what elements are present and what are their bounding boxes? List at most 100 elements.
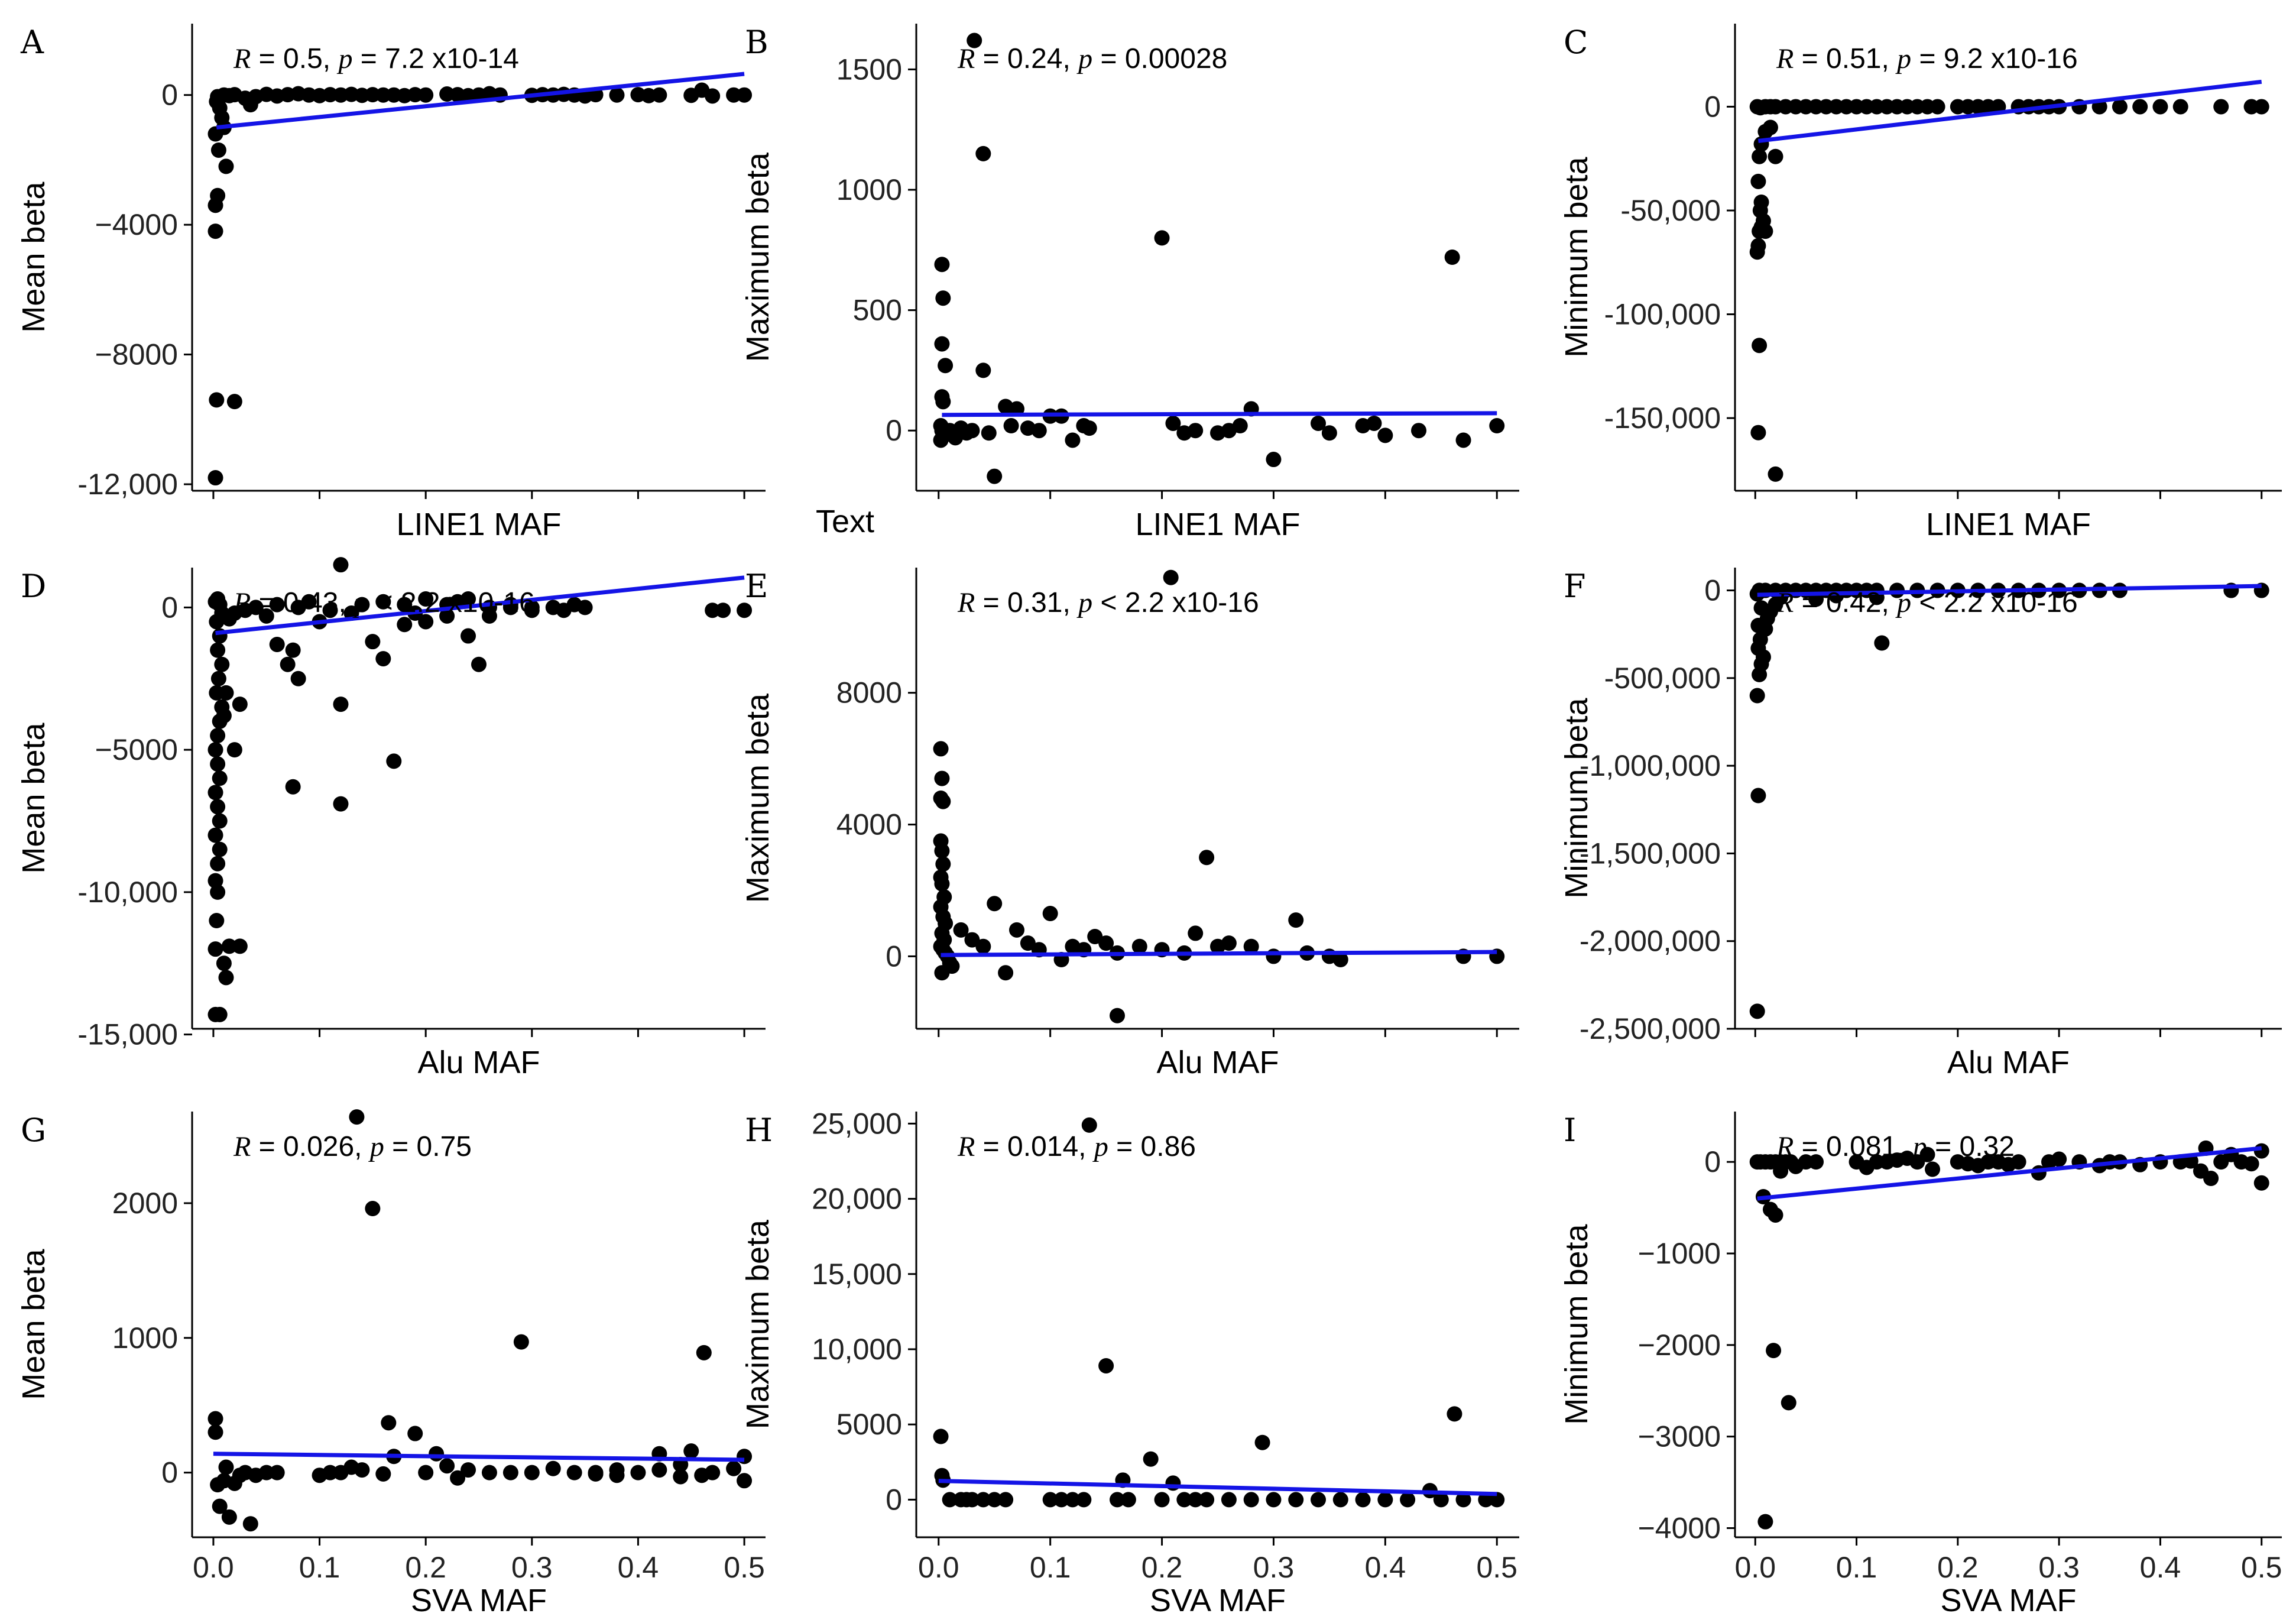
y-tick-label-g: 0 — [161, 1456, 178, 1489]
data-point-g — [513, 1334, 529, 1350]
x-tick-label-h: 0.0 — [918, 1551, 959, 1584]
data-point-g — [349, 1109, 365, 1125]
data-point-b — [967, 33, 982, 48]
data-point-d — [461, 591, 476, 607]
data-point-d — [556, 602, 572, 618]
data-point-d — [375, 651, 391, 667]
data-point-h — [1400, 1492, 1416, 1508]
data-point-f — [1750, 788, 1766, 804]
data-point-d — [210, 799, 226, 815]
y-tick-label-a: −8000 — [95, 338, 178, 371]
x-tick-label-i: 0.1 — [1836, 1551, 1877, 1584]
data-point-c — [1750, 173, 1766, 189]
y-axis-title-c: Minimum beta — [1559, 156, 1594, 357]
data-point-d — [218, 970, 234, 986]
x-tick-label-g: 0.5 — [724, 1551, 765, 1584]
x-axis-title-g: SVA MAF — [411, 1583, 547, 1618]
data-point-h — [1176, 1492, 1192, 1508]
data-point-c — [1752, 148, 1768, 164]
y-axis-title-i: Minimum beta — [1559, 1223, 1594, 1424]
y-tick-label-f: 0 — [1704, 574, 1721, 607]
data-point-a — [375, 87, 391, 103]
data-point-a — [418, 87, 434, 103]
fit-line-d — [215, 575, 745, 636]
panel-letter-h: H — [745, 1112, 773, 1149]
data-point-e — [987, 896, 1003, 912]
y-tick-label-h: 0 — [886, 1483, 902, 1516]
x-axis-title-b: LINE1 MAF — [1135, 507, 1300, 542]
stat-annotation-e: R = 0.31, p < 2.2 x10-16 — [957, 587, 1259, 618]
data-point-e — [1020, 935, 1036, 951]
data-point-i — [1781, 1395, 1796, 1411]
fit-line-a — [216, 72, 745, 130]
data-point-e — [1188, 925, 1204, 941]
stat-annotation-a: R = 0.5, p = 7.2 x10-14 — [233, 43, 519, 74]
data-point-d — [212, 813, 228, 829]
data-point-b — [934, 336, 950, 352]
data-point-e — [1009, 922, 1024, 938]
data-point-h — [1266, 1492, 1282, 1508]
x-tick-label-h: 0.5 — [1476, 1551, 1517, 1584]
data-point-d — [226, 742, 242, 758]
stat-annotation-g: R = 0.026, p = 0.75 — [233, 1131, 472, 1162]
stat-annotation-i: R = 0.081, p = 0.32 — [1776, 1131, 2015, 1162]
data-point-a — [218, 158, 234, 174]
data-point-h — [1332, 1492, 1348, 1508]
y-tick-label-i: 0 — [1704, 1145, 1721, 1178]
data-point-b — [935, 290, 951, 306]
data-point-e — [975, 938, 991, 954]
data-point-d — [210, 670, 226, 686]
y-tick-label-c: -150,000 — [1604, 401, 1721, 435]
y-tick-label-c: -100,000 — [1604, 298, 1721, 331]
y-axis-title-e: Maximum beta — [740, 693, 776, 903]
data-point-d — [290, 670, 306, 686]
data-point-d — [365, 634, 381, 650]
y-tick-label-b: 0 — [886, 414, 902, 447]
data-point-g — [322, 1465, 338, 1481]
y-axis-title-h: Maximum beta — [740, 1219, 776, 1429]
x-axis-title-f: Alu MAF — [1947, 1045, 2070, 1080]
data-point-b — [1366, 415, 1382, 431]
data-point-b — [938, 358, 954, 374]
data-point-d — [285, 779, 301, 795]
data-point-g — [221, 1509, 237, 1525]
data-point-e — [1110, 1008, 1125, 1023]
data-point-d — [210, 642, 226, 658]
data-point-b — [1188, 423, 1204, 439]
y-tick-label-d: −5000 — [95, 733, 178, 766]
panel-letter-d: D — [21, 568, 46, 605]
y-tick-label-d: -10,000 — [77, 876, 178, 909]
data-point-d — [524, 600, 540, 615]
y-tick-label-a: −4000 — [95, 208, 178, 241]
x-tick-label-i: 0.5 — [2241, 1551, 2282, 1584]
y-tick-label-f: -2,500,000 — [1580, 1012, 1721, 1045]
data-point-d — [333, 557, 349, 573]
stat-annotation-c: R = 0.51, p = 9.2 x10-16 — [1776, 43, 2078, 74]
x-tick-label-g: 0.3 — [511, 1551, 553, 1584]
y-tick-label-b: 1000 — [836, 173, 902, 206]
data-point-i — [2010, 1154, 2026, 1170]
y-tick-label-i: −1000 — [1638, 1237, 1721, 1270]
data-point-g — [418, 1465, 434, 1481]
data-point-i — [1919, 1146, 1935, 1162]
data-point-c — [1762, 119, 1778, 135]
data-point-d — [322, 602, 338, 618]
fit-line-c — [1757, 79, 2262, 143]
data-point-e — [1163, 569, 1179, 585]
x-axis-title-e: Alu MAF — [1156, 1045, 1279, 1080]
data-point-c — [2253, 99, 2269, 115]
data-point-d — [439, 608, 455, 624]
data-point-d — [207, 827, 223, 843]
data-point-g — [651, 1462, 667, 1478]
data-point-d — [461, 628, 476, 644]
x-tick-label-i: 0.2 — [1937, 1551, 1979, 1584]
data-point-c — [1929, 99, 1945, 115]
stat-annotation-h: R = 0.014, p = 0.86 — [957, 1131, 1196, 1162]
data-point-c — [2132, 99, 2148, 115]
data-point-b — [933, 432, 949, 448]
data-point-d — [207, 941, 223, 957]
data-point-d — [232, 697, 248, 712]
data-point-f — [1749, 688, 1765, 704]
data-point-d — [207, 873, 223, 889]
data-point-a — [726, 87, 742, 103]
